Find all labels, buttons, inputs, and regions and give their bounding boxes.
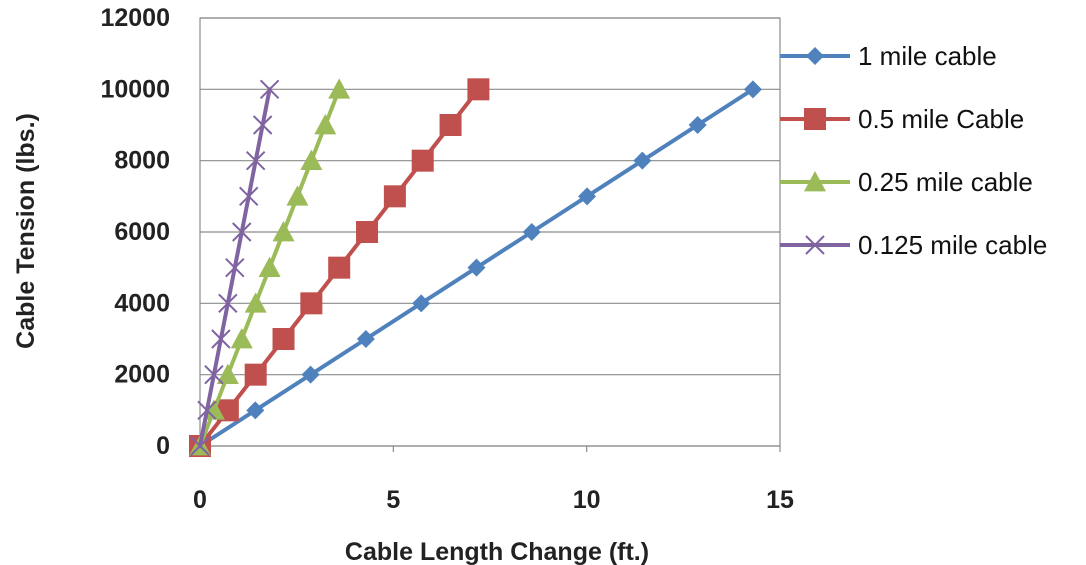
data-point-0-5-mile-cable [300, 292, 323, 315]
data-point-0-5-mile-cable [439, 114, 462, 136]
data-point-0-25-mile-cable [314, 114, 337, 135]
legend-swatch-marker [805, 235, 825, 255]
legend-label: 0.25 mile cable [858, 167, 1033, 197]
data-point-0-25-mile-cable [230, 328, 253, 349]
axes: 0 2000 4000 6000 8000 10000 12000 0 5 10 15 [100, 4, 794, 514]
data-point-1-mile-cable [743, 80, 762, 99]
plot-border [199, 17, 781, 447]
data-point-0-125-mile-cable [197, 400, 217, 421]
series-0-125-mile-cable [190, 79, 280, 456]
grid [199, 17, 781, 447]
data-point-1-mile-cable [301, 365, 320, 384]
data-point-0-25-mile-cable [286, 185, 309, 206]
data-point-0-125-mile-cable [225, 257, 245, 278]
series-0-25-mile-cable [189, 78, 351, 456]
data-point-0-25-mile-cable [216, 363, 239, 385]
y-tick-label: 4000 [114, 289, 170, 317]
data-point-0-125-mile-cable [245, 150, 266, 171]
y-axis-title: Cable Tension (lbs.) [12, 113, 40, 349]
legend-label: 1 mile cable [858, 41, 997, 71]
data-point-1-mile-cable [467, 258, 486, 277]
data-point-0-5-mile-cable [272, 328, 295, 350]
data-point-0-125-mile-cable [218, 293, 238, 314]
data-point-1-mile-cable [633, 151, 652, 170]
x-tick-label: 5 [386, 486, 400, 514]
data-point-1-mile-cable [522, 223, 541, 241]
legend-item-0-125-mile-cable: 0.125 mile cable [780, 230, 1047, 260]
y-tick-label: 6000 [114, 218, 170, 246]
data-point-0-5-mile-cable [244, 363, 267, 386]
y-tick-label: 12000 [100, 4, 170, 32]
y-tick-label: 0 [156, 432, 170, 460]
data-point-0-125-mile-cable [204, 364, 224, 385]
y-tick-label: 10000 [100, 75, 170, 103]
legend-label: 0.125 mile cable [858, 230, 1047, 260]
data-point-1-mile-cable [246, 401, 265, 420]
x-tick-label: 0 [193, 486, 207, 514]
data-point-0-125-mile-cable [211, 329, 231, 349]
data-point-1-mile-cable [356, 330, 375, 348]
y-tick-label: 8000 [114, 147, 170, 175]
legend-item-0-5-mile-cable: 0.5 mile Cable [780, 104, 1024, 134]
y-tick-label: 2000 [114, 361, 170, 389]
x-tick-label: 10 [573, 486, 601, 514]
data-point-0-125-mile-cable [239, 186, 259, 207]
data-point-0-5-mile-cable [383, 185, 406, 208]
legend-item-0-25-mile-cable: 0.25 mile cable [780, 167, 1033, 197]
data-point-0-5-mile-cable [411, 149, 434, 172]
data-point-0-25-mile-cable [300, 149, 323, 171]
data-point-0-5-mile-cable [328, 256, 351, 279]
data-point-0-25-mile-cable [258, 256, 281, 278]
data-point-0-25-mile-cable [244, 292, 267, 313]
data-point-0-5-mile-cable [467, 78, 490, 101]
legend-label: 0.5 mile Cable [858, 104, 1024, 134]
data-point-0-5-mile-cable [356, 221, 379, 243]
data-point-1-mile-cable [688, 116, 707, 134]
legend-swatch-marker [804, 171, 826, 192]
data-point-1-mile-cable [578, 187, 597, 206]
data-point-1-mile-cable [412, 294, 431, 313]
series-0-5-mile-cable [189, 78, 490, 457]
series-group [189, 78, 762, 457]
data-point-0-25-mile-cable [328, 78, 351, 99]
data-point-0-25-mile-cable [272, 221, 295, 242]
series-1-mile-cable [191, 80, 762, 455]
x-tick-label: 15 [766, 486, 794, 514]
legend-item-1-mile-cable: 1 mile cable [780, 41, 997, 71]
data-point-0-25-mile-cable [202, 399, 225, 420]
x-axis-title: Cable Length Change (ft.) [345, 538, 649, 565]
legend: 1 mile cable 0.5 mile Cable 0.25 mile cabl… [780, 41, 1047, 260]
data-point-0-125-mile-cable [232, 222, 252, 242]
legend-swatch-marker [806, 47, 824, 65]
data-point-0-125-mile-cable [259, 79, 280, 100]
data-point-0-125-mile-cable [190, 436, 210, 456]
data-point-0-125-mile-cable [252, 115, 273, 135]
legend-swatch-marker [804, 108, 826, 130]
